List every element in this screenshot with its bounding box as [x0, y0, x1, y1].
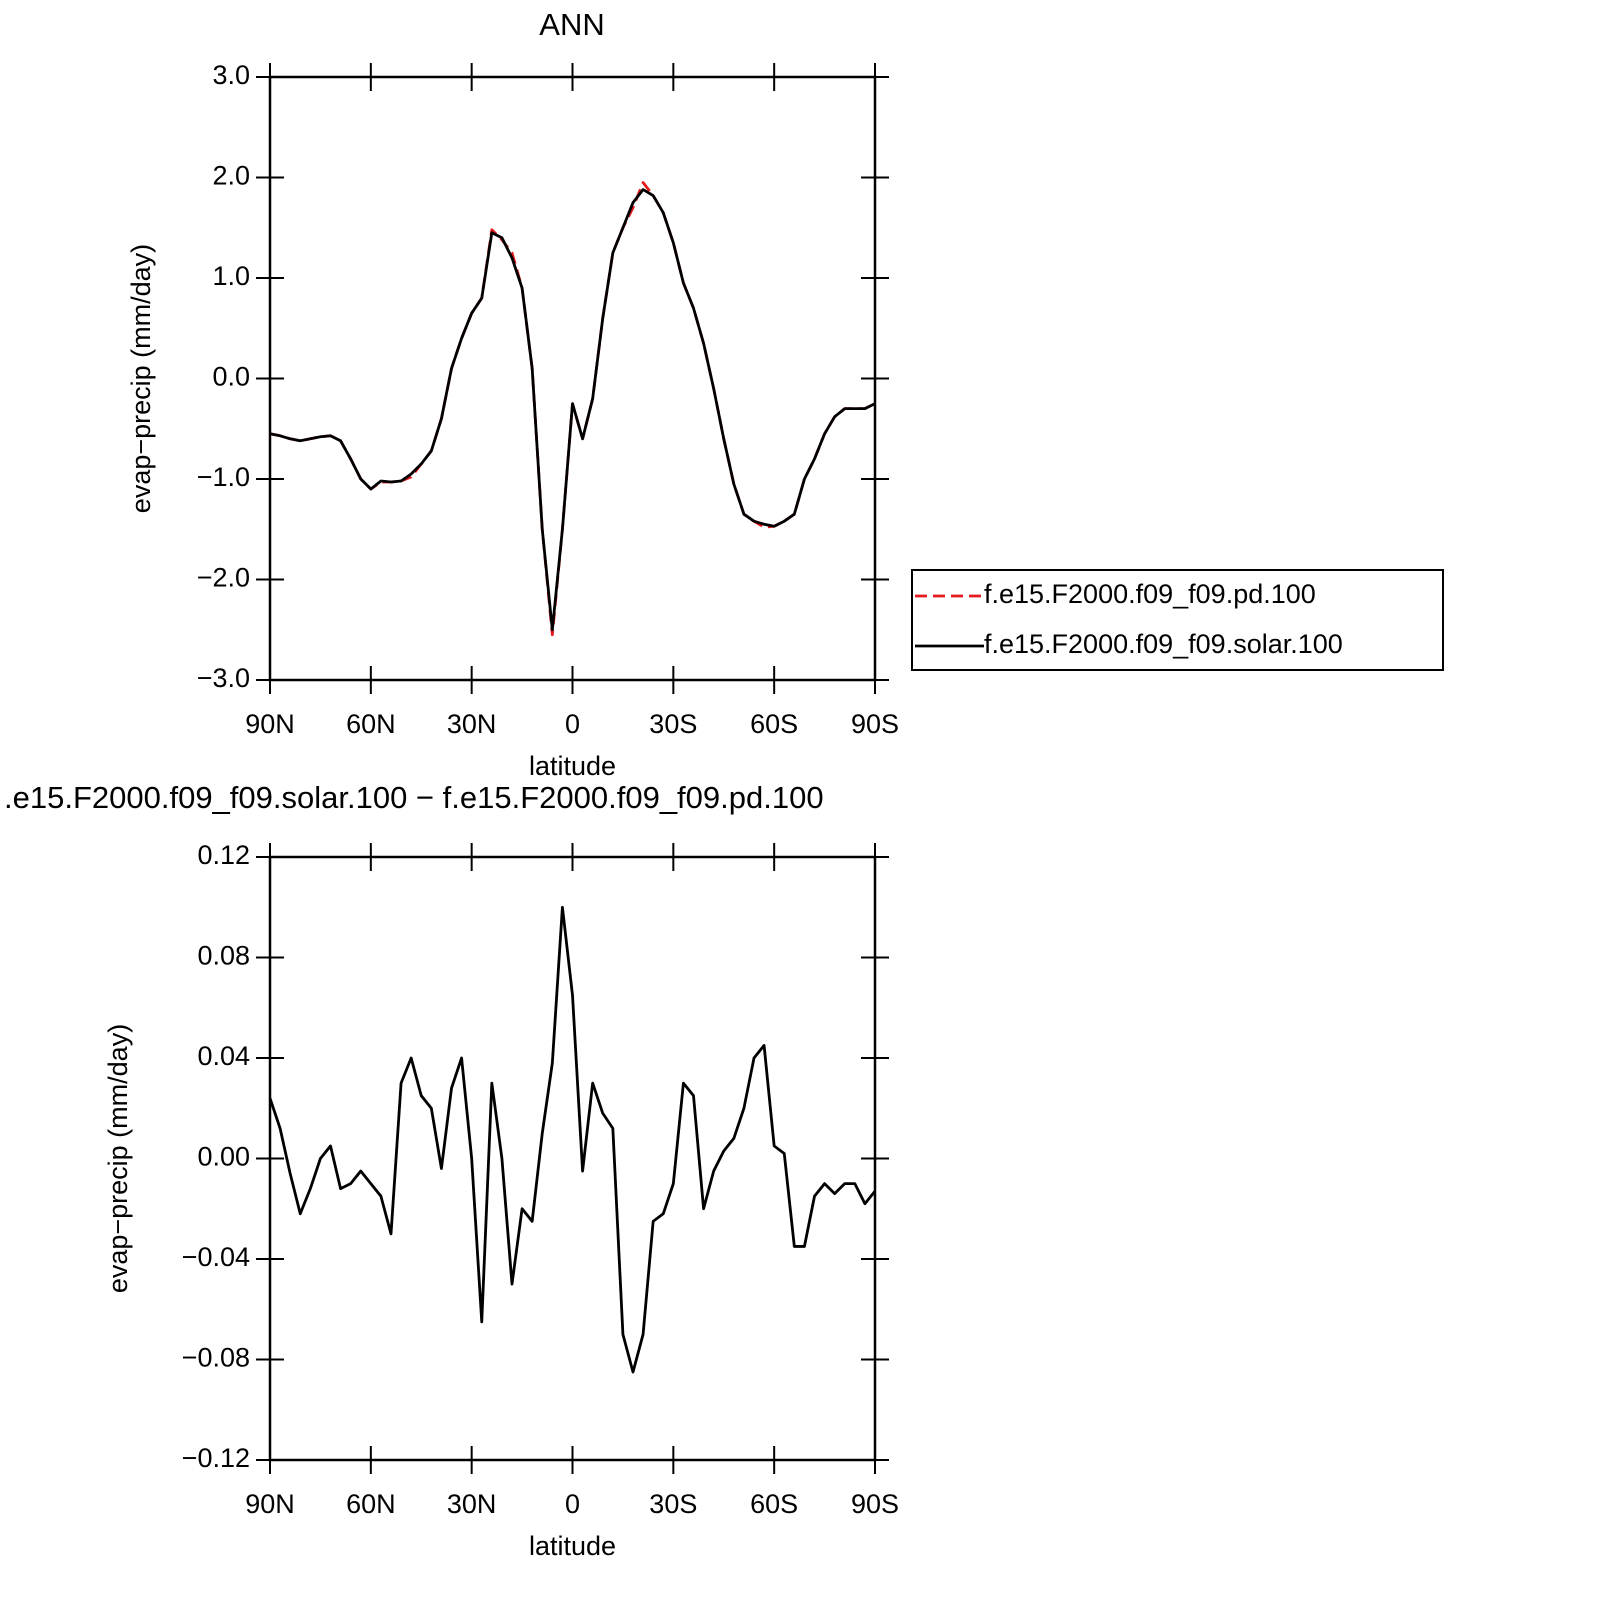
- x-tick-label: 30S: [649, 709, 697, 739]
- x-tick-label: 30S: [649, 1489, 697, 1519]
- x-tick-label: 30N: [447, 709, 497, 739]
- y-tick-label: 0.08: [197, 941, 250, 971]
- x-axis-label: latitude: [529, 1531, 616, 1561]
- data-line: [269, 188, 876, 632]
- y-tick-label: 0.0: [212, 362, 250, 392]
- legend-label: f.e15.F2000.f09_f09.solar.100: [984, 629, 1343, 659]
- plot-frame: [268, 75, 877, 682]
- chart-title: .e15.F2000.f09_f09.solar.100 − f.e15.F20…: [4, 780, 824, 815]
- x-tick-label: 60S: [750, 709, 798, 739]
- x-axis-label: latitude: [529, 751, 616, 781]
- y-tick-label: −0.12: [182, 1443, 250, 1473]
- x-tick-label: 90N: [245, 709, 295, 739]
- x-tick-label: 0: [565, 1489, 580, 1519]
- chart-title: ANN: [539, 7, 604, 42]
- x-tick-label: 60S: [750, 1489, 798, 1519]
- x-tick-label: 90S: [851, 709, 899, 739]
- y-tick-label: −1.0: [197, 462, 250, 492]
- x-tick-label: 30N: [447, 1489, 497, 1519]
- x-tick-label: 60N: [346, 1489, 396, 1519]
- legend-box: [911, 569, 1444, 671]
- y-tick-label: 0.12: [197, 840, 250, 870]
- x-tick-label: 90S: [851, 1489, 899, 1519]
- legend-label: f.e15.F2000.f09_f09.pd.100: [984, 579, 1316, 609]
- x-tick-label: 0: [565, 709, 580, 739]
- y-axis-label: evap−precip (mm/day): [103, 1024, 133, 1293]
- y-tick-label: −2.0: [197, 563, 250, 593]
- y-tick-label: 0.00: [197, 1142, 250, 1172]
- y-axis-label: evap−precip (mm/day): [126, 244, 156, 513]
- y-tick-label: 2.0: [212, 161, 250, 191]
- y-tick-label: −3.0: [197, 663, 250, 693]
- y-tick-label: 0.04: [197, 1041, 250, 1071]
- y-tick-label: 3.0: [212, 60, 250, 90]
- y-tick-label: −0.04: [182, 1242, 250, 1272]
- x-tick-label: 60N: [346, 709, 396, 739]
- y-tick-label: −0.08: [182, 1343, 250, 1373]
- x-tick-label: 90N: [245, 1489, 295, 1519]
- y-tick-label: 1.0: [212, 261, 250, 291]
- data-line: [268, 905, 877, 1374]
